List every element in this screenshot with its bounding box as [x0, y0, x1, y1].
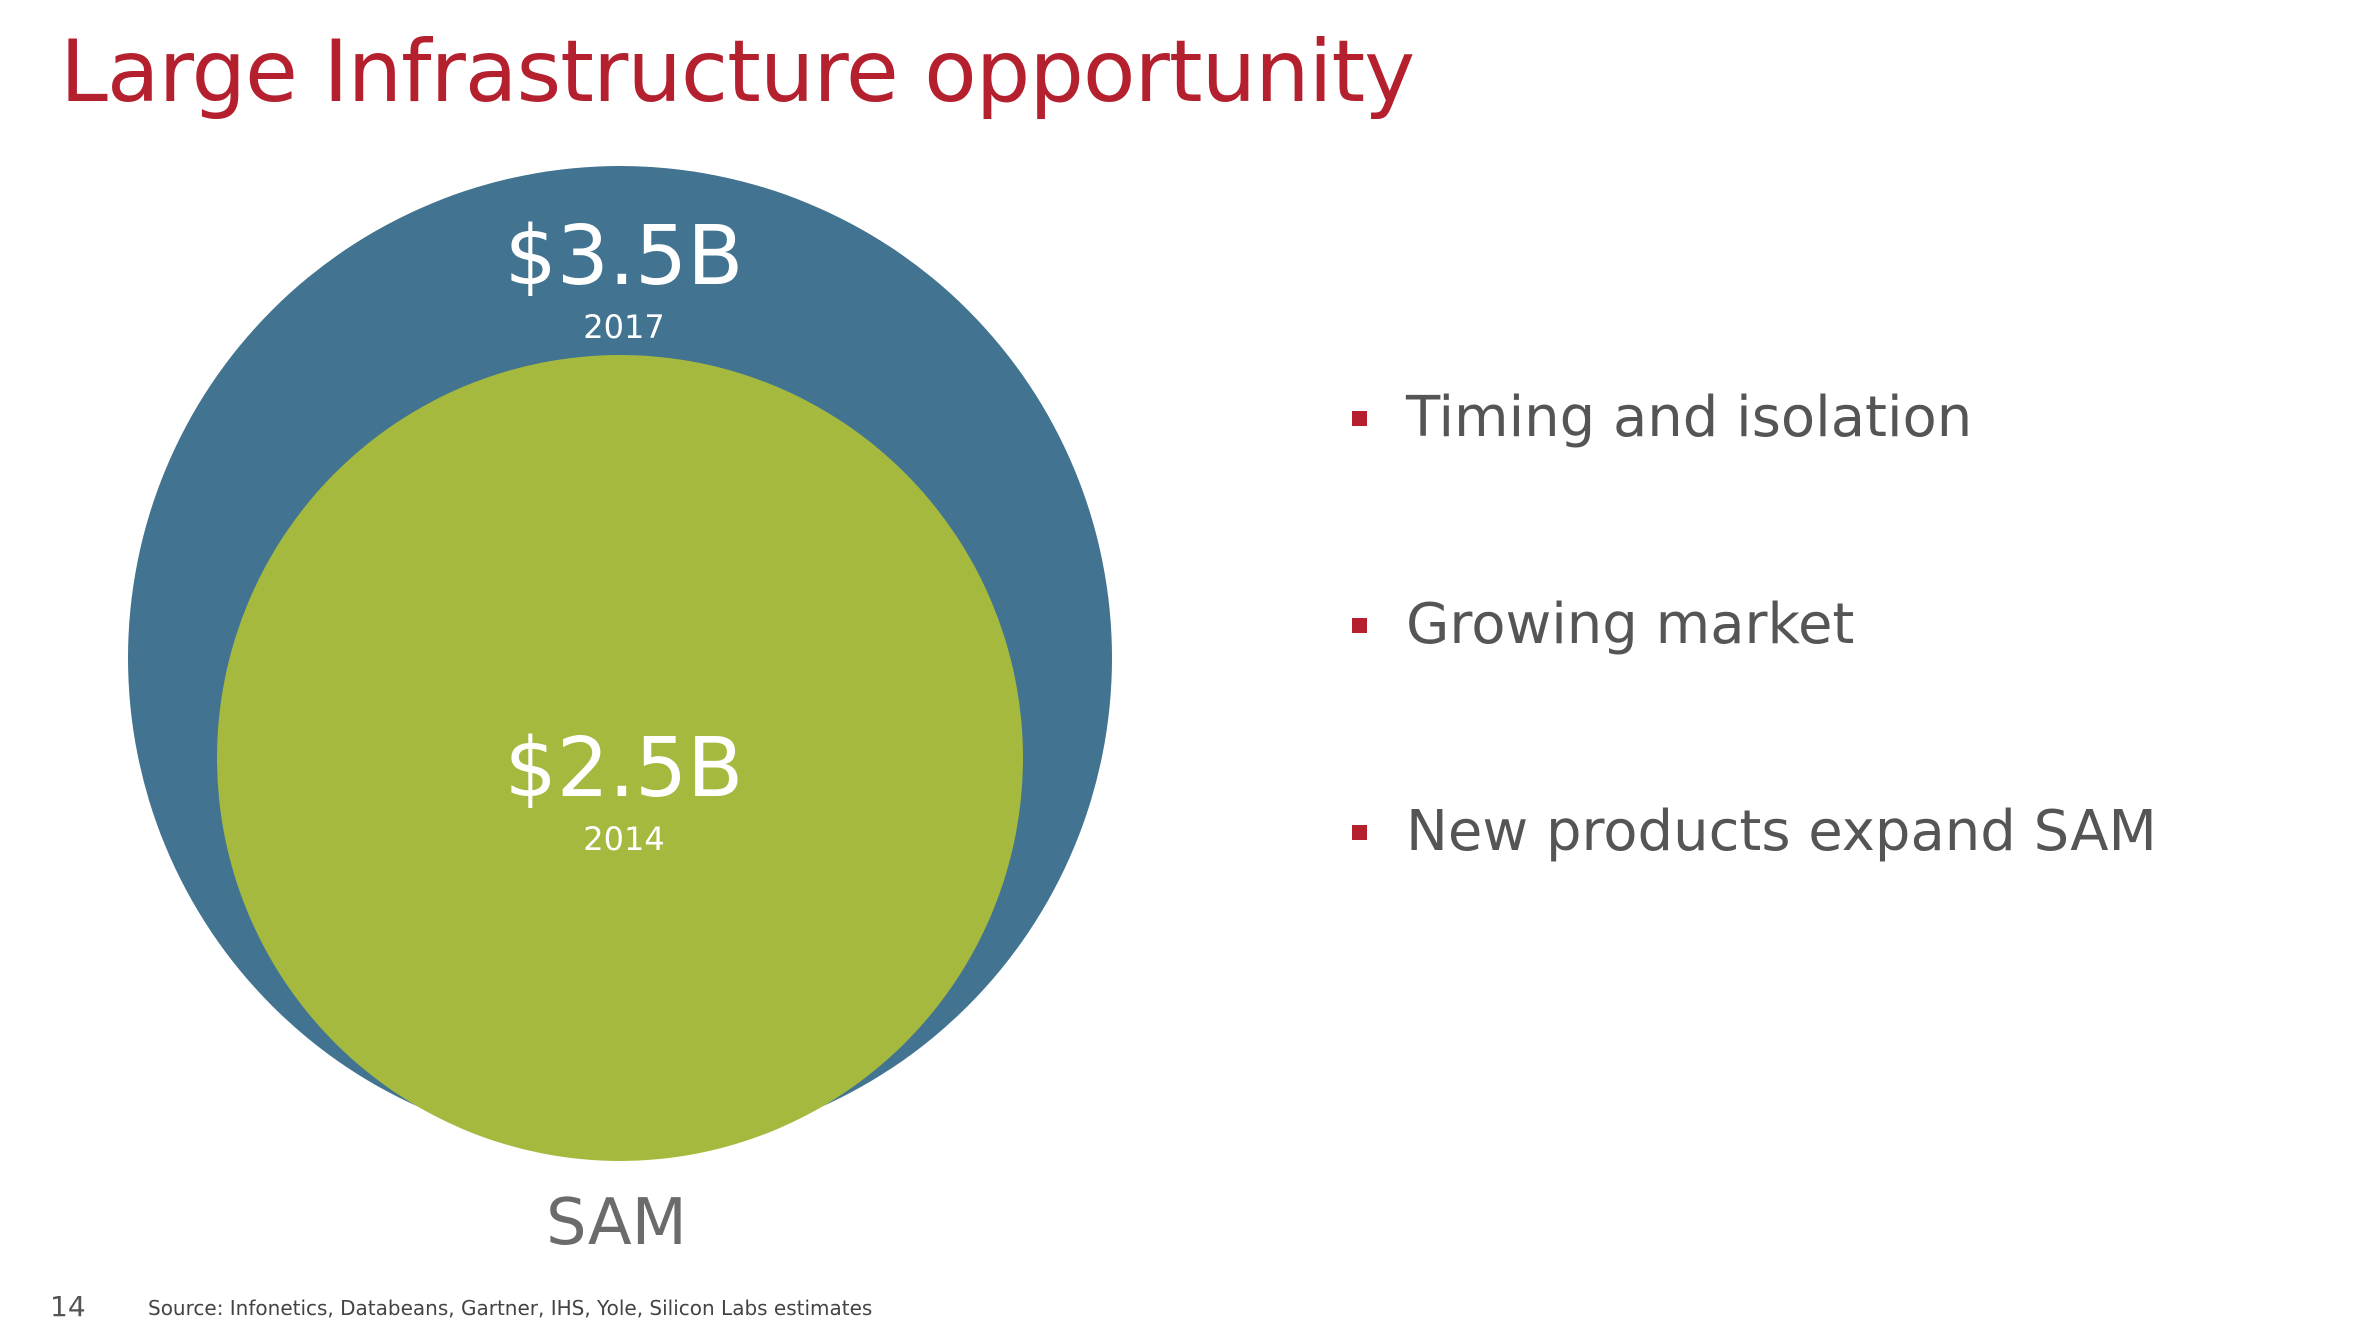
square-bullet-icon	[1352, 411, 1367, 426]
slide-title: Large Infrastructure opportunity	[60, 22, 1415, 122]
bullet-item: New products expand SAM	[1352, 802, 2157, 862]
page-number: 14	[50, 1290, 86, 1323]
bullet-item: Timing and isolation	[1352, 388, 2157, 448]
bullet-list: Timing and isolation Growing market New …	[1352, 388, 2157, 1009]
source-note: Source: Infonetics, Databeans, Gartner, …	[148, 1296, 873, 1320]
outer-year-label: 2017	[583, 308, 664, 346]
sam-circle-diagram: $3.5B 2017 $2.5B 2014	[128, 166, 1112, 1161]
square-bullet-icon	[1352, 825, 1367, 840]
sam-caption: SAM	[546, 1186, 687, 1260]
bullet-text: New products expand SAM	[1406, 799, 2157, 864]
bullet-text: Growing market	[1406, 592, 1855, 657]
square-bullet-icon	[1352, 618, 1367, 633]
inner-circle-2014	[217, 355, 1023, 1161]
bullet-item: Growing market	[1352, 595, 2157, 655]
inner-value-label: $2.5B	[505, 721, 744, 816]
inner-year-label: 2014	[583, 820, 664, 858]
bullet-text: Timing and isolation	[1406, 385, 1973, 450]
outer-value-label: $3.5B	[505, 209, 744, 304]
